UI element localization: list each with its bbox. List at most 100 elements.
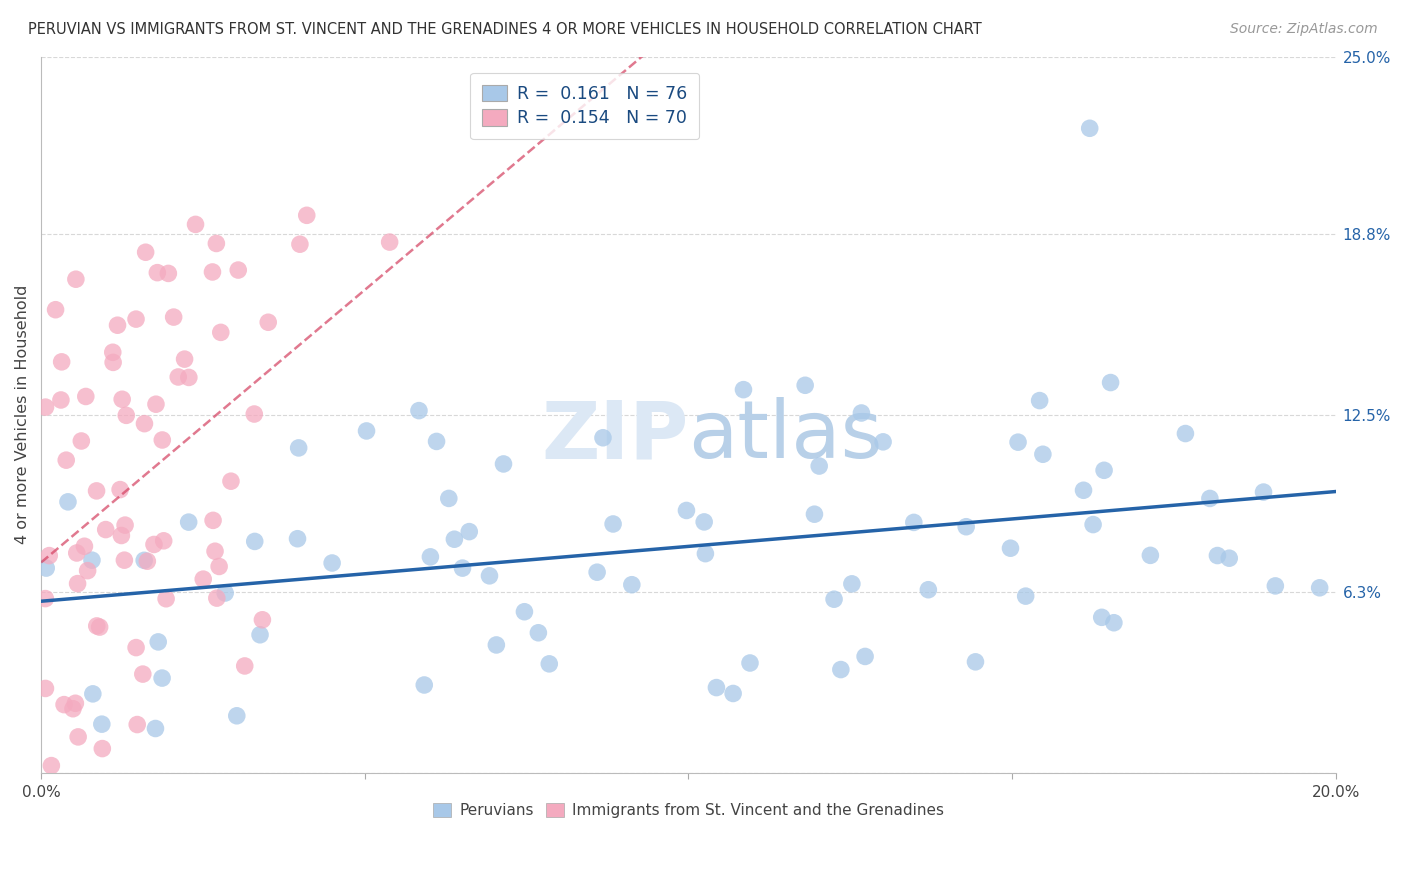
Point	[378, 235, 401, 249]
Point	[249, 628, 271, 642]
Point	[803, 507, 825, 521]
Point	[135, 245, 157, 260]
Point	[219, 474, 242, 488]
Text: Source: ZipAtlas.com: Source: ZipAtlas.com	[1230, 22, 1378, 37]
Point	[34, 681, 56, 696]
Point	[321, 556, 343, 570]
Point	[101, 345, 124, 359]
Point	[75, 389, 97, 403]
Point	[163, 310, 186, 324]
Point	[1218, 551, 1240, 566]
Point	[1028, 393, 1050, 408]
Point	[132, 667, 155, 681]
Point	[243, 534, 266, 549]
Point	[695, 547, 717, 561]
Point	[125, 640, 148, 655]
Point	[66, 546, 89, 560]
Point	[830, 663, 852, 677]
Point	[167, 370, 190, 384]
Point	[110, 528, 132, 542]
Point	[1102, 615, 1125, 630]
Point	[823, 592, 845, 607]
Point	[478, 569, 501, 583]
Point	[107, 318, 129, 333]
Point	[738, 656, 761, 670]
Point	[115, 409, 138, 423]
Point	[226, 263, 249, 277]
Point	[41, 758, 63, 772]
Point	[134, 417, 156, 431]
Point	[94, 523, 117, 537]
Point	[56, 495, 79, 509]
Point	[295, 208, 318, 222]
Point	[205, 236, 228, 251]
Point	[356, 424, 378, 438]
Point	[287, 532, 309, 546]
Point	[1264, 579, 1286, 593]
Point	[233, 659, 256, 673]
Point	[706, 681, 728, 695]
Point	[193, 572, 215, 586]
Point	[602, 516, 624, 531]
Point	[91, 741, 114, 756]
Point	[955, 519, 977, 533]
Point	[66, 576, 89, 591]
Point	[150, 671, 173, 685]
Point	[101, 355, 124, 369]
Point	[204, 544, 226, 558]
Point	[451, 561, 474, 575]
Point	[45, 302, 67, 317]
Point	[214, 586, 236, 600]
Point	[76, 564, 98, 578]
Point	[1253, 485, 1275, 500]
Point	[125, 312, 148, 326]
Point	[145, 722, 167, 736]
Point	[257, 315, 280, 329]
Point	[1139, 549, 1161, 563]
Point	[243, 407, 266, 421]
Point	[917, 582, 939, 597]
Point	[134, 553, 156, 567]
Point	[209, 326, 232, 340]
Point	[288, 237, 311, 252]
Point	[485, 638, 508, 652]
Point	[1199, 491, 1222, 506]
Point	[35, 561, 58, 575]
Point	[173, 352, 195, 367]
Point	[65, 272, 87, 286]
Point	[111, 392, 134, 407]
Point	[721, 686, 744, 700]
Point	[733, 383, 755, 397]
Point	[1206, 549, 1229, 563]
Legend: Peruvians, Immigrants from St. Vincent and the Grenadines: Peruvians, Immigrants from St. Vincent a…	[426, 796, 952, 826]
Point	[841, 577, 863, 591]
Point	[592, 431, 614, 445]
Point	[177, 515, 200, 529]
Point	[38, 549, 60, 563]
Point	[202, 513, 225, 527]
Point	[205, 591, 228, 606]
Point	[1032, 447, 1054, 461]
Point	[201, 265, 224, 279]
Point	[146, 266, 169, 280]
Point	[252, 613, 274, 627]
Point	[1014, 589, 1036, 603]
Point	[80, 553, 103, 567]
Point	[527, 625, 550, 640]
Point	[145, 397, 167, 411]
Point	[965, 655, 987, 669]
Point	[114, 518, 136, 533]
Point	[853, 649, 876, 664]
Point	[620, 578, 643, 592]
Point	[1091, 610, 1114, 624]
Point	[65, 696, 87, 710]
Point	[458, 524, 481, 539]
Text: ZIP: ZIP	[541, 397, 689, 475]
Point	[155, 591, 177, 606]
Point	[127, 717, 149, 731]
Point	[112, 553, 135, 567]
Point	[184, 218, 207, 232]
Point	[287, 441, 309, 455]
Point	[1078, 121, 1101, 136]
Point	[143, 537, 166, 551]
